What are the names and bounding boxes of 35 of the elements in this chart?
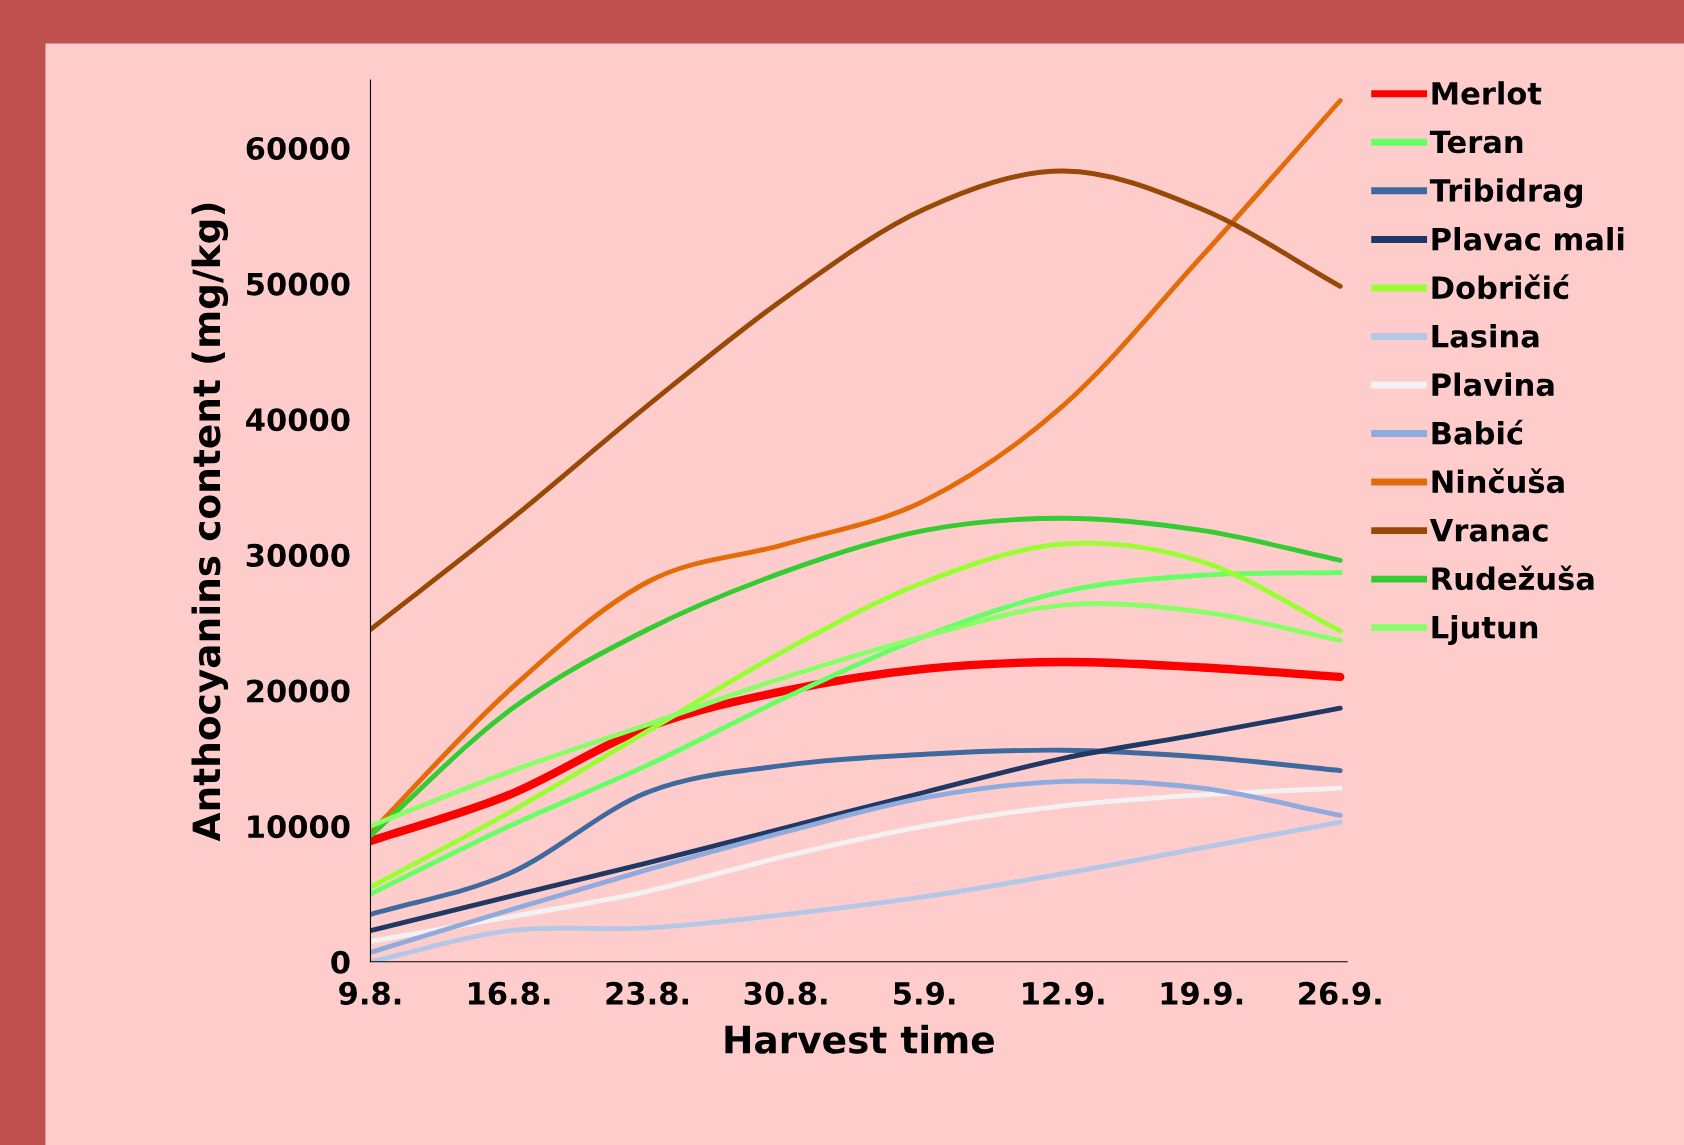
y-tick-label: 0 [331, 950, 350, 974]
legend-label: Ninčuša [1432, 468, 1564, 494]
x-tick-label: 12.9. [1023, 981, 1104, 1005]
line-series [370, 168, 1343, 632]
y-axis-title: Anthocyanins content (mg/kg) [191, 203, 229, 842]
legend-label: Ljutun [1432, 615, 1538, 645]
legend-label: Rudežuša [1432, 565, 1594, 591]
x-tick-label: 16.8. [468, 981, 550, 1005]
line-series [370, 747, 1343, 917]
x-tick-label: 5.9. [894, 981, 955, 1005]
x-tick-label: 9.8. [339, 981, 401, 1005]
line-series [370, 819, 1343, 962]
line-series [370, 515, 1343, 839]
legend-label: Lasina [1432, 324, 1539, 348]
line-series [370, 705, 1343, 934]
legend-label: Plavac mali [1432, 226, 1624, 251]
legend-label: Merlot [1432, 81, 1542, 105]
legend-label: Dobričić [1432, 274, 1570, 300]
x-axis-title: Harvest time [725, 1024, 994, 1054]
y-tick-label: 60000 [246, 136, 350, 161]
legend-label: Vranac [1429, 519, 1548, 542]
y-tick-label: 30000 [246, 543, 350, 567]
line-series [370, 601, 1343, 829]
x-tick-label: 30.8. [744, 981, 827, 1005]
y-tick-label: 40000 [246, 408, 350, 432]
x-tick-label: 23.8. [606, 981, 688, 1005]
legend-label: Plavina [1432, 372, 1554, 397]
y-tick-label: 20000 [247, 679, 350, 703]
legend-label: Tribidrag [1429, 178, 1582, 209]
y-tick-label: 10000 [248, 815, 350, 839]
legend-label: Babić [1432, 419, 1523, 445]
legend-label: Teran [1429, 130, 1523, 154]
x-tick-label: 26.9. [1299, 981, 1381, 1005]
x-tick-label: 19.9. [1161, 981, 1243, 1005]
y-tick-label: 50000 [247, 272, 350, 296]
